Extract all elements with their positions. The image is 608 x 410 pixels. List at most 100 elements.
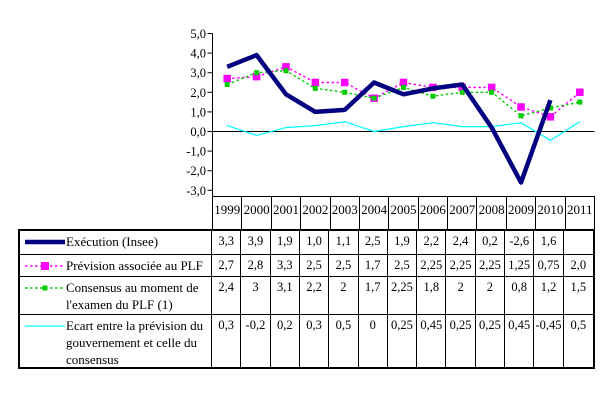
table-cell: 0,25 xyxy=(446,315,476,367)
table-cell: 0,2 xyxy=(475,231,506,255)
table-cell: 0,25 xyxy=(388,315,418,367)
year-header-cell: 2007 xyxy=(448,197,478,229)
series-marker xyxy=(399,78,408,87)
table-cell: 0 xyxy=(359,315,388,367)
table-cell: 3,3 xyxy=(270,255,300,277)
series-marker xyxy=(487,83,496,92)
year-header-row: 1999 2000 2001 2002 2003 2004 2005 2006 2007 2008… xyxy=(212,196,595,229)
series-line xyxy=(227,66,581,118)
legend-item-execution: Exécution (Insee) xyxy=(20,231,212,255)
consensus-line-swatch xyxy=(25,285,65,291)
table-cell: 0,3 xyxy=(300,315,330,367)
table-cell: 2,5 xyxy=(299,255,330,277)
y-axis-tick-label: 5,0 xyxy=(190,27,206,41)
y-axis-tick-label: 4,0 xyxy=(190,47,206,61)
growth-forecast-chart: 5,0 4,0 3,0 2,0 1,0 0,0 -1,0 -2,0 -3,0 xyxy=(186,27,595,198)
table-cell: 2,2 xyxy=(299,277,330,315)
table-cell: 0,5 xyxy=(570,318,587,332)
series-marker xyxy=(489,89,495,95)
year-header-cell: 2011 xyxy=(566,197,595,229)
table-cell: 0,25 xyxy=(476,315,506,367)
table-cell: 2,25 xyxy=(417,255,447,277)
y-axis-tick-label: 2,0 xyxy=(190,86,206,100)
table-cell: 2,7 xyxy=(212,255,242,277)
series-marker xyxy=(342,89,348,95)
table-cell: 2,5 xyxy=(358,231,388,255)
table-cell: 2,8 xyxy=(241,255,271,277)
table-cell: 0,3 xyxy=(212,315,242,367)
year-header-cell: 2008 xyxy=(477,197,507,229)
table-cell: 3 xyxy=(241,277,271,315)
table-cell: 1,6 xyxy=(534,231,564,255)
table-cell: 0,45 xyxy=(417,315,447,367)
table-cell: 1,25 xyxy=(505,255,535,277)
table-cell: 2,4 xyxy=(446,231,476,255)
series-marker xyxy=(224,81,230,87)
table-cell: 2,25 xyxy=(387,277,418,315)
year-header-cell: 2001 xyxy=(272,197,302,229)
year-header-cell: 2009 xyxy=(507,197,537,229)
series-marker xyxy=(223,74,231,83)
series-marker xyxy=(311,78,320,87)
table-cell: 2,25 xyxy=(475,255,506,277)
table-cell: 1,9 xyxy=(387,231,418,255)
table-cell: 2,5 xyxy=(329,255,359,277)
table-cell: 0,2 xyxy=(271,315,300,367)
series-marker xyxy=(459,89,465,95)
ecart-line-swatch xyxy=(25,325,65,327)
year-header-cell: 2003 xyxy=(331,197,360,229)
table-cell: 2,5 xyxy=(387,255,418,277)
legend-item-ecart: Ecart entre la prévision du gouvernement… xyxy=(20,315,212,367)
series-marker xyxy=(340,78,349,87)
table-cell: 1,0 xyxy=(299,231,330,255)
y-axis-tick-label: 0,0 xyxy=(190,125,206,139)
table-cell: 2 xyxy=(446,277,476,315)
table-cell: 0,8 xyxy=(505,277,535,315)
table-cell: 0,5 xyxy=(329,315,359,367)
year-header-cell: 2006 xyxy=(419,197,449,229)
series-marker xyxy=(518,113,524,119)
series-marker xyxy=(282,63,290,71)
legend-label: Consensus au moment de l'examen du PLF (… xyxy=(66,280,199,312)
table-cell: 2,25 xyxy=(446,255,476,277)
legend-label: Ecart entre la prévision du gouvernement… xyxy=(66,318,204,367)
y-axis-tick-label: -2,0 xyxy=(186,164,206,178)
table-cell: 1,5 xyxy=(563,277,593,315)
legend-label: Exécution (Insee) xyxy=(66,234,159,249)
table-cell: -0,45 xyxy=(534,315,564,367)
year-header-cell: 1999 xyxy=(213,197,243,229)
table-cell: 1,2 xyxy=(534,277,564,315)
series-marker xyxy=(517,103,525,111)
series-marker xyxy=(283,68,289,74)
y-axis-tick-label: -3,0 xyxy=(186,184,206,198)
series-line xyxy=(227,121,581,141)
series-marker xyxy=(577,99,583,105)
table-cell: 2,2 xyxy=(417,231,447,255)
legend-item-prevision: Prévision associée au PLF xyxy=(20,255,212,277)
series-marker xyxy=(546,113,555,121)
year-header-cell: 2005 xyxy=(389,197,419,229)
prevision-line-swatch xyxy=(25,262,65,270)
series-marker xyxy=(547,105,553,111)
legend-label: Prévision associée au PLF xyxy=(66,258,203,273)
year-header-cell: 2002 xyxy=(301,197,331,229)
series-marker xyxy=(371,95,377,101)
y-axis-tick-label: 3,0 xyxy=(190,66,206,80)
table-cell: 1,9 xyxy=(270,231,300,255)
table-cell: 0,45 xyxy=(505,315,535,367)
series-marker xyxy=(252,72,261,81)
data-table: Exécution (Insee) 3,3 3,9 1,9 1,0 1,1 2,5 1,9 2,… xyxy=(18,229,595,369)
table-cell: 3,3 xyxy=(212,231,242,255)
table-cell: 1,7 xyxy=(358,255,388,277)
series-marker xyxy=(401,84,406,90)
series-marker xyxy=(312,85,318,91)
y-axis-tick-label: 1,0 xyxy=(190,105,206,119)
series-line xyxy=(226,52,553,185)
table-cell: 2 xyxy=(329,277,359,315)
year-header-cell: 2004 xyxy=(360,197,390,229)
table-cell: 1,7 xyxy=(358,277,388,315)
series-marker xyxy=(430,93,436,99)
table-cell xyxy=(563,231,593,255)
year-header-cell: 2000 xyxy=(242,197,272,229)
